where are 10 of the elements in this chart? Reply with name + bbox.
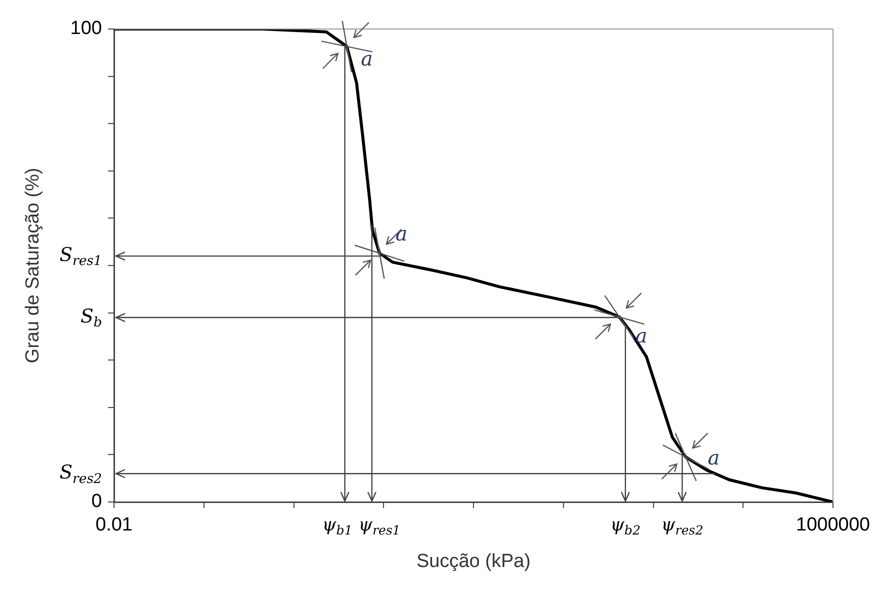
x-tick-label: 0.01 — [96, 514, 132, 536]
y-tick-label: 100 — [70, 18, 102, 40]
x-tick-label: 1000000 — [796, 514, 870, 536]
x-axis-title: Sucção (kPa) — [416, 550, 531, 572]
y-tick-label: 0 — [91, 491, 102, 512]
annotation: a — [708, 445, 720, 470]
annotation: a — [360, 46, 373, 71]
annotation: a — [635, 323, 648, 348]
y-axis-title: Grau de Saturação (%) — [22, 168, 44, 364]
annotation: a — [396, 221, 408, 246]
